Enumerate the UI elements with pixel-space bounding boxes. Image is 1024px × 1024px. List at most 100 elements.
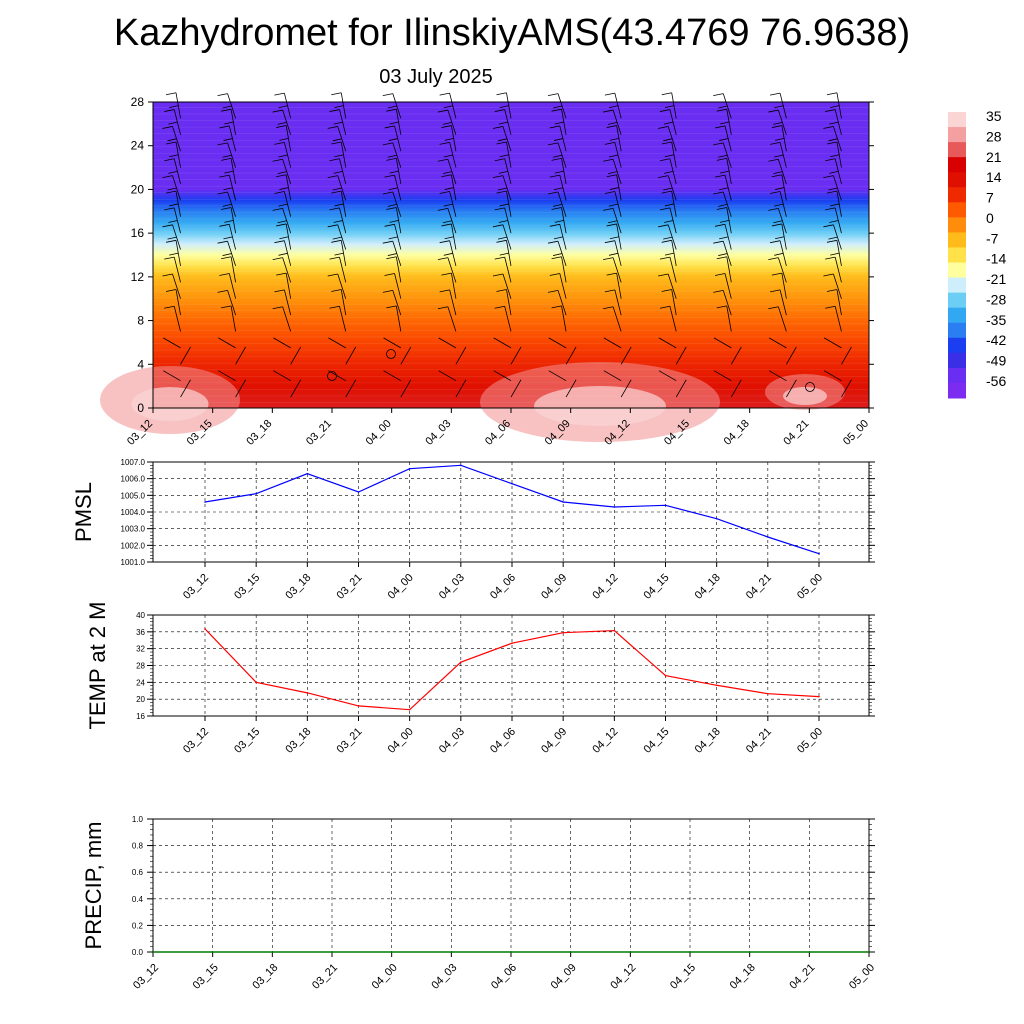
chart-title: Kazhydromet for IlinskiyAMS(43.4769 76.9… <box>113 12 911 54</box>
wind-barb-flag <box>823 126 834 129</box>
wind-barb-flag <box>494 207 505 211</box>
wind-barb-flag <box>716 305 727 309</box>
wind-barb <box>328 337 346 349</box>
wind-barb <box>345 346 357 365</box>
wind-barb <box>383 337 402 349</box>
x-tick-label: 04_15 <box>642 572 672 602</box>
wind-barb <box>768 370 787 382</box>
wind-barb <box>173 306 181 332</box>
wind-barb-flag <box>224 121 234 125</box>
wind-barb <box>614 240 622 267</box>
wind-barb-flag <box>661 141 672 145</box>
wind-barb-flag <box>774 105 784 109</box>
wind-barb-flag <box>664 252 675 256</box>
wind-barb-flag <box>219 174 230 178</box>
wind-barb-flag <box>664 105 675 108</box>
wind-barb-flag <box>603 306 614 310</box>
wind-barb <box>730 346 742 365</box>
wind-barb <box>614 289 622 316</box>
wind-barb-flag <box>331 289 342 292</box>
data-point <box>664 504 667 507</box>
wind-barb-flag <box>333 121 343 125</box>
wind-barb-flag <box>441 125 452 128</box>
data-point <box>306 692 309 694</box>
wind-barb-flag <box>442 220 452 224</box>
wind-barb-flag <box>164 109 175 112</box>
wind-barb <box>675 346 687 365</box>
y-tick-label: 1004.0 <box>121 508 146 517</box>
wind-barb-flag <box>768 208 779 211</box>
wind-barb <box>273 370 291 382</box>
temperature-field <box>153 102 869 408</box>
wind-barb <box>722 241 732 267</box>
x-tick-label: 04_18 <box>728 962 758 992</box>
wind-barb-flag <box>499 252 509 256</box>
wind-barb-flag <box>272 158 283 162</box>
wind-barb-flag <box>499 203 509 207</box>
wind-barb-flag <box>770 240 781 244</box>
wind-barb <box>777 306 787 332</box>
wind-barb-flag <box>658 175 669 179</box>
x-tick-label: 03_15 <box>191 962 221 992</box>
wind-barb-flag <box>499 105 509 108</box>
wind-barb-flag <box>603 257 614 260</box>
wind-barb <box>290 346 302 365</box>
wind-barb-flag <box>499 154 509 158</box>
wind-barb-flag <box>553 138 564 141</box>
wind-barb-flag <box>165 141 177 145</box>
wind-barb-flag <box>387 154 397 158</box>
wind-barb-flag <box>713 142 724 146</box>
wind-barb-flag <box>825 109 836 112</box>
wind-barb <box>400 379 412 398</box>
wind-barb-flag <box>165 239 177 243</box>
wind-barb-flag <box>276 125 287 128</box>
wind-barb-flag <box>276 272 287 276</box>
y-tick-label: 1006.0 <box>121 475 146 484</box>
wind-barb-flag <box>437 257 448 260</box>
wind-barb <box>834 306 842 332</box>
wind-barb <box>506 289 512 316</box>
x-tick-label: 05_00 <box>795 572 825 602</box>
wind-barb-flag <box>437 306 448 310</box>
wind-barb-flag <box>217 289 228 293</box>
wind-barb-flag <box>162 273 173 277</box>
wind-barb-flag <box>388 236 398 240</box>
colorbar-label: -14 <box>986 251 1006 267</box>
wind-barb-flag <box>770 289 781 293</box>
wind-barb-flag <box>494 109 505 112</box>
wind-barb-flag <box>329 305 340 309</box>
colorbar-label: -49 <box>986 353 1006 369</box>
wind-barb <box>493 337 512 349</box>
wind-barb-flag <box>551 207 562 210</box>
wind-barb-flag <box>823 175 834 179</box>
data-point <box>715 517 718 520</box>
wind-barb-flag <box>658 273 669 277</box>
wind-barb <box>340 289 347 316</box>
wind-barb <box>451 273 457 299</box>
wind-barb <box>548 337 567 349</box>
colorbar: 35 28 21 14 7 0 -7 -14 -21 -28 -35 -42 -49 -56 <box>948 108 1006 399</box>
wind-barb-flag <box>823 224 834 228</box>
y-tick-label: 16 <box>136 712 145 721</box>
wind-barb-flag <box>167 236 177 240</box>
wind-barb <box>285 273 292 299</box>
wind-barb <box>730 379 742 398</box>
wind-barb-flag <box>164 207 175 211</box>
y-tick-label: 28 <box>136 662 145 671</box>
wind-barb-flag <box>823 273 834 277</box>
wind-barb-flag <box>770 191 781 194</box>
wind-barb-flag <box>439 92 450 96</box>
wind-barb-flag <box>222 203 232 207</box>
wind-barb-flag <box>608 220 618 224</box>
warm-surface-core <box>534 386 666 426</box>
wind-barb <box>218 370 236 382</box>
wind-barb-flag <box>713 289 724 293</box>
wind-barb-flag <box>334 203 344 207</box>
y-tick-label: 32 <box>136 645 145 654</box>
wind-barb <box>504 158 512 185</box>
y-axis-title: PRECIP, mm <box>81 822 106 950</box>
wind-barb-flag <box>334 252 344 256</box>
data-point <box>664 674 667 677</box>
wind-barb-flag <box>663 170 674 174</box>
data-point <box>562 501 564 503</box>
